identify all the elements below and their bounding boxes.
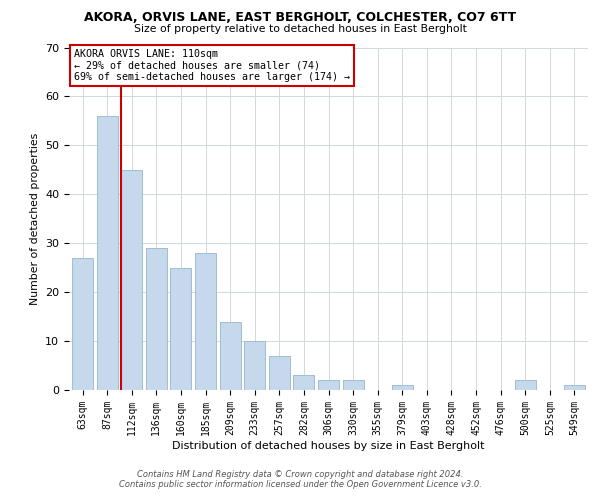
Bar <box>392 385 413 390</box>
X-axis label: Distribution of detached houses by size in East Bergholt: Distribution of detached houses by size … <box>172 440 485 450</box>
Bar <box>195 253 216 390</box>
Bar <box>515 380 536 390</box>
Y-axis label: Number of detached properties: Number of detached properties <box>29 132 40 305</box>
Text: Size of property relative to detached houses in East Bergholt: Size of property relative to detached ho… <box>134 24 466 34</box>
Bar <box>318 380 339 390</box>
Bar <box>220 322 241 390</box>
Text: AKORA, ORVIS LANE, EAST BERGHOLT, COLCHESTER, CO7 6TT: AKORA, ORVIS LANE, EAST BERGHOLT, COLCHE… <box>84 11 516 24</box>
Bar <box>97 116 118 390</box>
Bar <box>564 385 585 390</box>
Text: Contains HM Land Registry data © Crown copyright and database right 2024.
Contai: Contains HM Land Registry data © Crown c… <box>119 470 481 489</box>
Bar <box>170 268 191 390</box>
Bar <box>72 258 93 390</box>
Bar <box>121 170 142 390</box>
Bar <box>293 376 314 390</box>
Bar <box>269 356 290 390</box>
Bar <box>343 380 364 390</box>
Text: AKORA ORVIS LANE: 110sqm
← 29% of detached houses are smaller (74)
69% of semi-d: AKORA ORVIS LANE: 110sqm ← 29% of detach… <box>74 49 350 82</box>
Bar <box>244 341 265 390</box>
Bar <box>146 248 167 390</box>
